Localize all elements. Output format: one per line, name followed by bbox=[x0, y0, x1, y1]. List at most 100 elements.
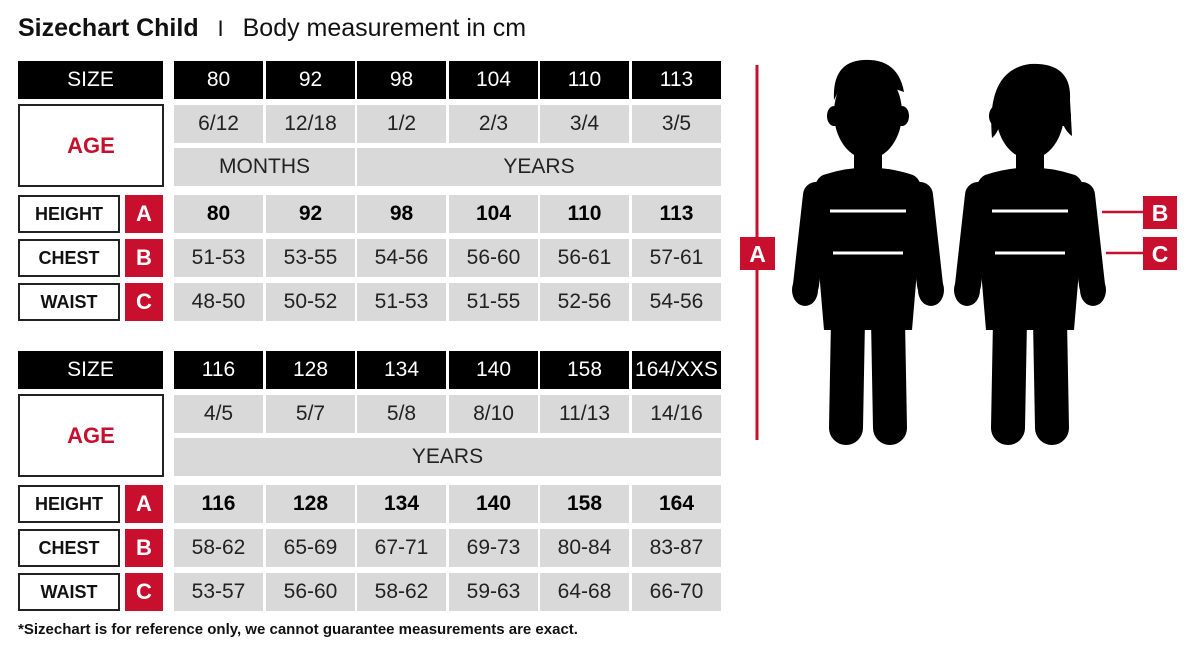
title-subtitle: Body measurement in cm bbox=[242, 14, 527, 42]
height-cell: 140 bbox=[449, 485, 538, 523]
size-header-cell: 116 bbox=[174, 351, 263, 389]
waist-cell: 54-56 bbox=[632, 283, 721, 321]
waist-cell: 52-56 bbox=[540, 283, 629, 321]
age-cell: 14/16 bbox=[632, 395, 721, 433]
height-cell: 128 bbox=[266, 485, 355, 523]
torso bbox=[975, 167, 1085, 330]
age-cell: 6/12 bbox=[174, 105, 263, 143]
marker-c-box bbox=[1143, 237, 1177, 270]
size-header-cell: 158 bbox=[540, 351, 629, 389]
chest-letter-badge: B bbox=[125, 239, 163, 277]
age-cell: 3/4 bbox=[540, 105, 629, 143]
marker-b-box bbox=[1143, 196, 1177, 229]
waist-cell: 53-57 bbox=[174, 573, 263, 611]
page-title: Sizechart Child I Body measurement in cm bbox=[18, 14, 526, 43]
size-header-cell: 98 bbox=[357, 61, 446, 99]
waist-cell: 48-50 bbox=[174, 283, 263, 321]
ear bbox=[989, 106, 1003, 126]
waist-cell: 56-60 bbox=[266, 573, 355, 611]
leg bbox=[1033, 303, 1069, 445]
chest-cell: 83-87 bbox=[632, 529, 721, 567]
hand bbox=[918, 274, 944, 306]
leg bbox=[829, 303, 865, 445]
chest-cell: 53-55 bbox=[266, 239, 355, 277]
size-header-cell: 128 bbox=[266, 351, 355, 389]
height-cell: 80 bbox=[174, 195, 263, 233]
waist-cell: 58-62 bbox=[357, 573, 446, 611]
waist-label: WAIST bbox=[18, 573, 120, 611]
chest-cell: 56-60 bbox=[449, 239, 538, 277]
age-cell: 5/8 bbox=[357, 395, 446, 433]
waist-letter-badge: C bbox=[125, 573, 163, 611]
height-cell: 110 bbox=[540, 195, 629, 233]
height-cell: 116 bbox=[174, 485, 263, 523]
chest-label: CHEST bbox=[18, 529, 120, 567]
age-unit-cell: MONTHS bbox=[174, 148, 355, 186]
hand bbox=[1080, 274, 1106, 306]
chest-cell: 57-61 bbox=[632, 239, 721, 277]
marker-a-box bbox=[740, 237, 775, 270]
waist-cell: 64-68 bbox=[540, 573, 629, 611]
foot bbox=[878, 424, 906, 440]
ear bbox=[1057, 106, 1071, 126]
size-header-cell: 104 bbox=[449, 61, 538, 99]
age-cell: 11/13 bbox=[540, 395, 629, 433]
footnote: *Sizechart is for reference only, we can… bbox=[18, 621, 578, 638]
arm bbox=[1069, 182, 1105, 298]
girl-silhouette-icon bbox=[954, 63, 1106, 445]
age-cell: 2/3 bbox=[449, 105, 538, 143]
height-cell: 134 bbox=[357, 485, 446, 523]
ear bbox=[895, 106, 909, 126]
foot bbox=[1040, 424, 1068, 440]
waist-cell: 66-70 bbox=[632, 573, 721, 611]
age-cell: 4/5 bbox=[174, 395, 263, 433]
head bbox=[834, 67, 902, 159]
waist-cell: 51-55 bbox=[449, 283, 538, 321]
size-label: SIZE bbox=[18, 61, 163, 99]
foot bbox=[830, 424, 858, 440]
age-unit-cell: YEARS bbox=[174, 438, 721, 476]
arm bbox=[907, 182, 943, 298]
height-cell: 158 bbox=[540, 485, 629, 523]
size-header-cell: 140 bbox=[449, 351, 538, 389]
age-cell: 8/10 bbox=[449, 395, 538, 433]
age-unit-cell: YEARS bbox=[357, 148, 721, 186]
hand bbox=[792, 274, 818, 306]
arm bbox=[793, 182, 829, 298]
arm bbox=[955, 182, 991, 298]
neck bbox=[854, 150, 882, 182]
height-cell: 92 bbox=[266, 195, 355, 233]
chest-label: CHEST bbox=[18, 239, 120, 277]
marker-b: B bbox=[1152, 200, 1169, 226]
size-label: SIZE bbox=[18, 351, 163, 389]
size-header-cell: 134 bbox=[357, 351, 446, 389]
head bbox=[996, 67, 1064, 159]
age-cell: 12/18 bbox=[266, 105, 355, 143]
waist-letter-badge: C bbox=[125, 283, 163, 321]
height-cell: 98 bbox=[357, 195, 446, 233]
height-cell: 113 bbox=[632, 195, 721, 233]
leg bbox=[871, 303, 907, 445]
neck bbox=[1016, 150, 1044, 182]
chest-cell: 67-71 bbox=[357, 529, 446, 567]
title-separator: I bbox=[217, 16, 224, 41]
height-cell: 164 bbox=[632, 485, 721, 523]
height-cell: 104 bbox=[449, 195, 538, 233]
torso bbox=[813, 167, 923, 330]
chest-cell: 54-56 bbox=[357, 239, 446, 277]
marker-c: C bbox=[1152, 241, 1169, 267]
title-main: Sizechart Child bbox=[18, 14, 199, 42]
waist-cell: 59-63 bbox=[449, 573, 538, 611]
waist-label: WAIST bbox=[18, 283, 120, 321]
leg bbox=[991, 303, 1027, 445]
size-header-cell: 80 bbox=[174, 61, 263, 99]
chest-letter-badge: B bbox=[125, 529, 163, 567]
size-header-cell: 164/XXS bbox=[632, 351, 721, 389]
ear bbox=[827, 106, 841, 126]
hair bbox=[833, 59, 904, 100]
height-label: HEIGHT bbox=[18, 485, 120, 523]
chest-cell: 65-69 bbox=[266, 529, 355, 567]
chest-cell: 51-53 bbox=[174, 239, 263, 277]
age-cell: 5/7 bbox=[266, 395, 355, 433]
